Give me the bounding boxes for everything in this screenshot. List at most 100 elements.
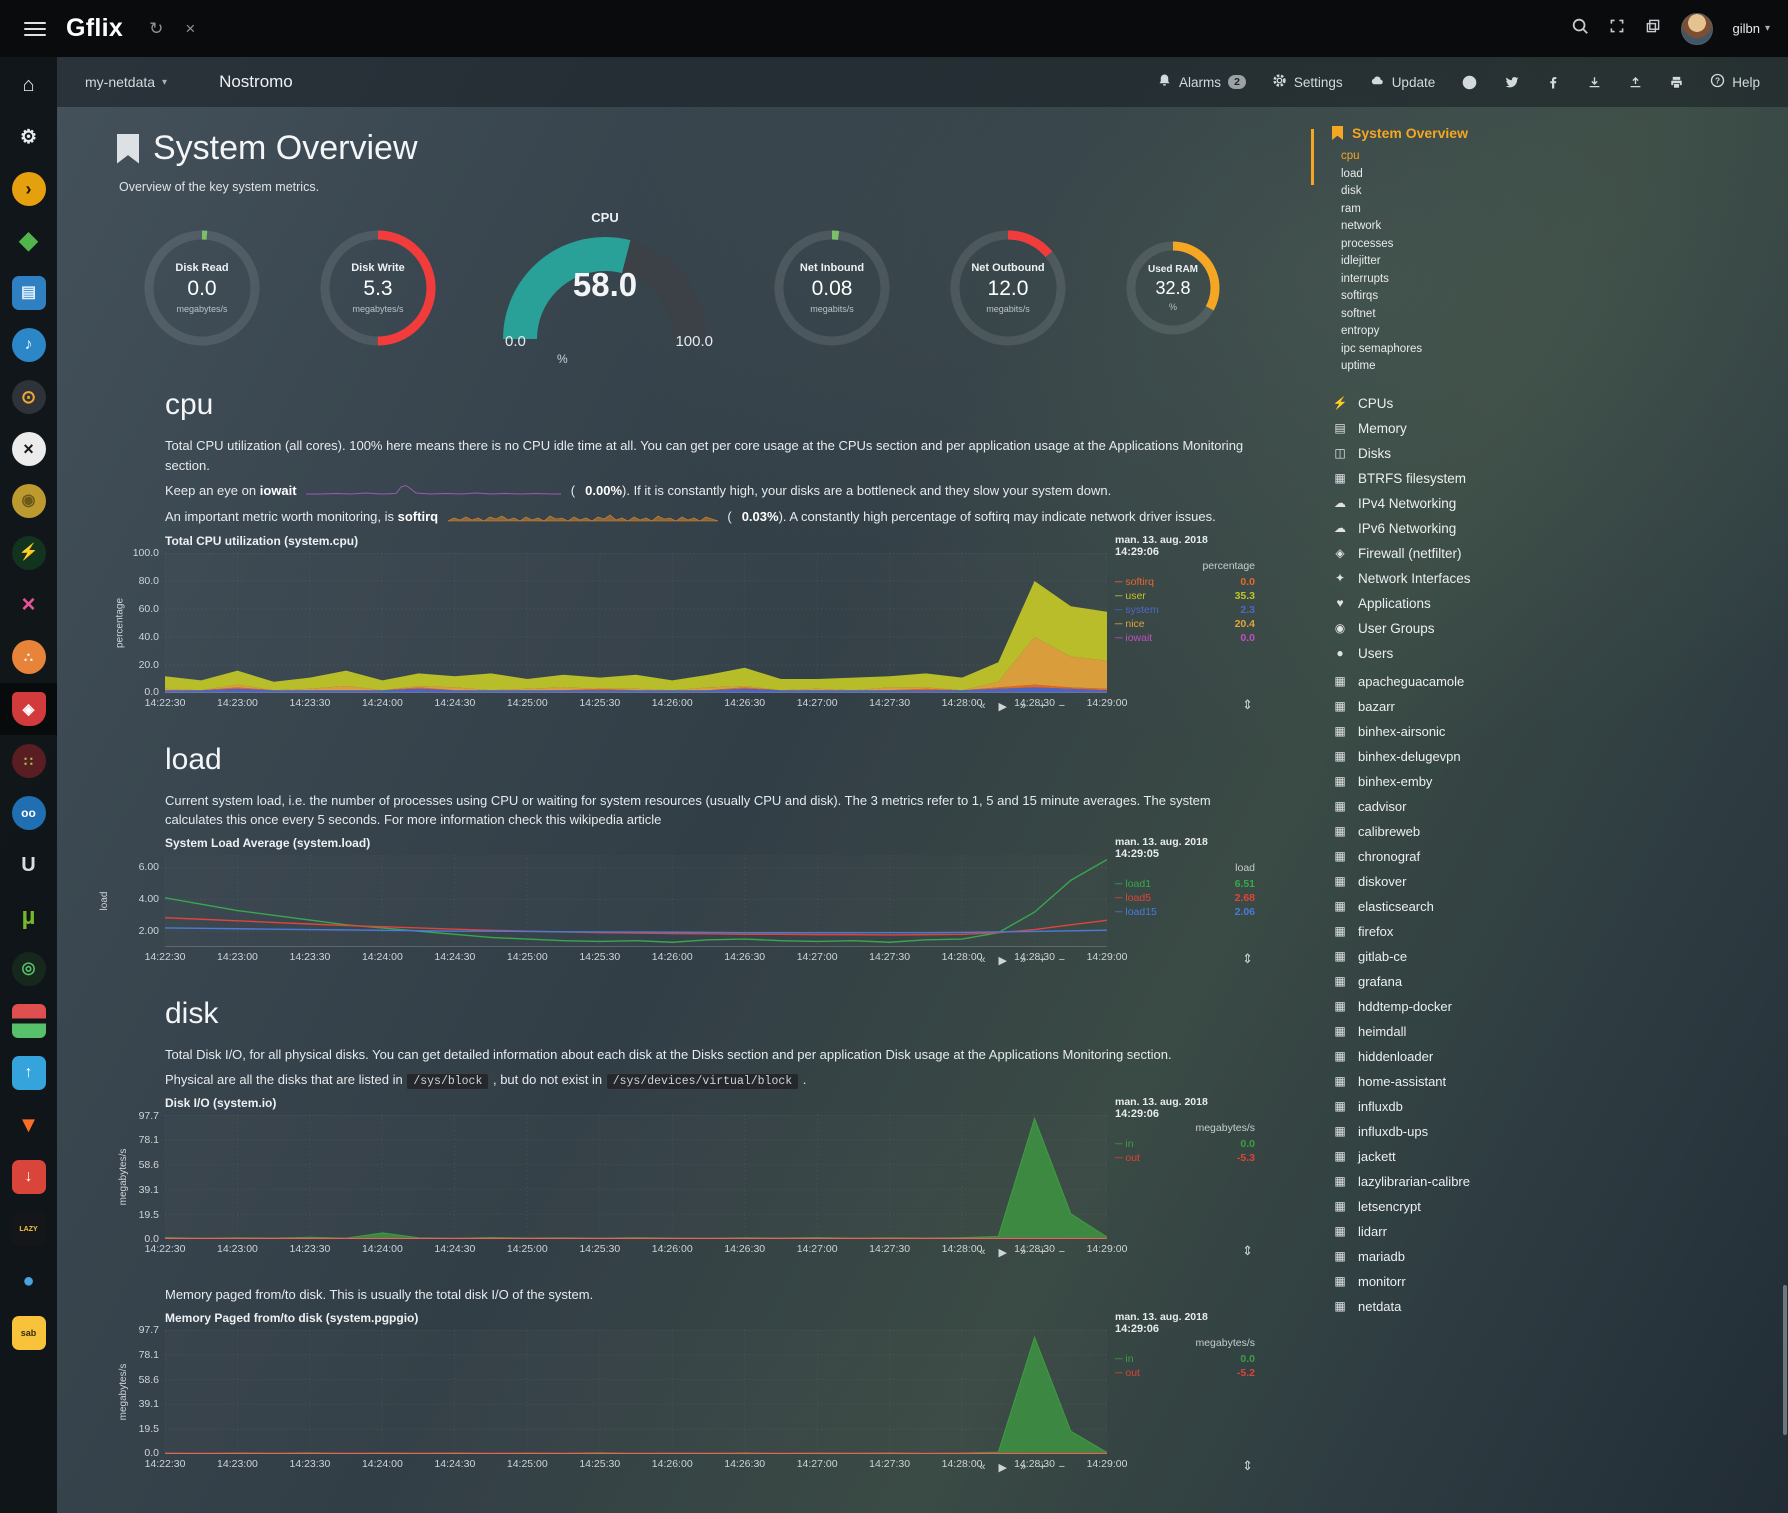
legend-item[interactable]: out-5.2 [1115, 1366, 1255, 1380]
zoom-in-icon[interactable]: + [1039, 699, 1046, 712]
sidebar-app-5[interactable]: ⊙ [0, 371, 57, 423]
sidebar-home[interactable]: ⌂ [0, 59, 57, 111]
menu-app-binhex-delugevpn[interactable]: ▦ binhex-delugevpn [1332, 744, 1788, 769]
menu-section-memory[interactable]: ▤ Memory [1332, 416, 1788, 441]
sidebar-app-10[interactable]: ∴ [0, 631, 57, 683]
menu-app-lidarr[interactable]: ▦ lidarr [1332, 1219, 1788, 1244]
sidebar-app-4[interactable]: ♪ [0, 319, 57, 371]
zoom-out-icon[interactable]: − [1058, 953, 1065, 966]
sidebar-app-23[interactable]: sab [0, 1307, 57, 1359]
avatar[interactable] [1680, 12, 1713, 45]
menu-app-chronograf[interactable]: ▦ chronograf [1332, 844, 1788, 869]
sidebar-app-15[interactable]: µ [0, 891, 57, 943]
menu-app-diskover[interactable]: ▦ diskover [1332, 869, 1788, 894]
play-icon[interactable]: ▶ [998, 1247, 1007, 1260]
menu-subitem-ipc-semaphores[interactable]: ipc semaphores [1341, 342, 1423, 355]
pan-left-icon[interactable]: « [979, 1460, 986, 1473]
resize-handle-icon[interactable]: ⇕ [1242, 1457, 1253, 1473]
menu-app-letsencrypt[interactable]: ▦ letsencrypt [1332, 1194, 1788, 1219]
used-ram-gauge[interactable]: Used RAM 32.8% [1125, 240, 1221, 336]
pan-right-icon[interactable]: » [1020, 699, 1027, 712]
menu-subitem-load[interactable]: load [1341, 167, 1363, 180]
disk-write-gauge[interactable]: Disk Write 5.3 megabytes/s [319, 229, 437, 347]
settings-button[interactable]: Settings [1272, 73, 1343, 91]
menu-section-btrfs-filesystem[interactable]: ▦ BTRFS filesystem [1332, 466, 1788, 491]
menu-subitem-uptime[interactable]: uptime [1341, 360, 1376, 372]
help-button[interactable]: ? Help [1710, 73, 1760, 91]
chart-plot[interactable]: 0.0 19.5 39.1 58.6 78.1 97.7 megabytes/s [118, 1110, 1107, 1245]
menu-app-bazarr[interactable]: ▦ bazarr [1332, 694, 1788, 719]
play-icon[interactable]: ▶ [998, 700, 1007, 713]
fullscreen-icon[interactable] [1609, 18, 1625, 39]
menu-app-gitlab-ce[interactable]: ▦ gitlab-ce [1332, 944, 1788, 969]
menu-section-firewall-netfilter-[interactable]: ◈ Firewall (netfilter) [1332, 541, 1788, 566]
tab-refresh-icon[interactable]: ↻ [149, 19, 164, 38]
sidebar-app-19[interactable]: ▼ [0, 1099, 57, 1151]
github-icon[interactable] [1461, 74, 1478, 91]
menu-subitem-entropy[interactable]: entropy [1341, 325, 1380, 337]
menu-subitem-disk[interactable]: disk [1341, 185, 1362, 197]
sidebar-app-2[interactable]: ◆ [0, 215, 57, 267]
sidebar-app-21[interactable]: LAZY [0, 1203, 57, 1255]
menu-section-disks[interactable]: ◫ Disks [1332, 441, 1788, 466]
pan-left-icon[interactable]: « [979, 1246, 986, 1259]
sidebar-app-11[interactable]: ◈ [0, 683, 57, 735]
user-menu[interactable]: gilbn ▾ [1733, 21, 1771, 36]
sidebar-app-3[interactable]: ▤ [0, 267, 57, 319]
sidebar-app-17[interactable] [0, 995, 57, 1047]
menu-app-grafana[interactable]: ▦ grafana [1332, 969, 1788, 994]
menu-section-cpus[interactable]: ⚡ CPUs [1332, 395, 1394, 411]
hostname[interactable]: Nostromo [219, 72, 293, 91]
menu-section-ipv4-networking[interactable]: ☁ IPv4 Networking [1334, 495, 1457, 511]
search-icon[interactable] [1571, 17, 1589, 40]
facebook-icon[interactable] [1546, 75, 1561, 90]
menu-app-influxdb[interactable]: ▦ influxdb [1332, 1094, 1788, 1119]
menu-app-lazylibrarian-calibre[interactable]: ▦ lazylibrarian-calibre [1332, 1169, 1788, 1194]
softirq-sparkline[interactable] [447, 508, 718, 528]
legend-item[interactable]: in0.0 [1115, 1352, 1255, 1366]
twitter-icon[interactable] [1504, 74, 1520, 90]
menu-app-calibreweb[interactable]: ▦ calibreweb [1332, 819, 1788, 844]
menu-app-hddtemp-docker[interactable]: ▦ hddtemp-docker [1332, 994, 1788, 1019]
menu-app-netdata[interactable]: ▦ netdata [1332, 1294, 1788, 1319]
sidebar-app-18[interactable]: ↑ [0, 1047, 57, 1099]
menu-app-jackett[interactable]: ▦ jackett [1332, 1144, 1788, 1169]
menu-app-binhex-emby[interactable]: ▦ binhex-emby [1332, 769, 1788, 794]
sidebar-app-1[interactable]: › [0, 163, 57, 215]
menu-subitem-idlejitter[interactable]: idlejitter [1341, 255, 1381, 267]
pan-right-icon[interactable]: » [1020, 953, 1027, 966]
net-outbound-gauge[interactable]: Net Outbound 12.0 megabits/s [949, 229, 1067, 347]
net-inbound-gauge[interactable]: Net Inbound 0.08 megabits/s [773, 229, 891, 347]
menu-section-user-groups[interactable]: ◉ User Groups [1332, 616, 1788, 641]
menu-app-apacheguacamole[interactable]: ▦ apacheguacamole [1332, 669, 1788, 694]
sidebar-app-7[interactable]: ◉ [0, 475, 57, 527]
chart-plot[interactable]: 0.0 20.0 40.0 60.0 80.0 100.0 percentage [115, 547, 1107, 698]
zoom-in-icon[interactable]: + [1039, 953, 1046, 966]
zoom-in-icon[interactable]: + [1039, 1460, 1046, 1473]
menu-section-users[interactable]: ● Users [1332, 641, 1788, 666]
menu-app-hiddenloader[interactable]: ▦ hiddenloader [1332, 1044, 1788, 1069]
menu-app-binhex-airsonic[interactable]: ▦ binhex-airsonic [1332, 719, 1788, 744]
menu-subitem-softirqs[interactable]: softirqs [1341, 290, 1379, 302]
menu-app-home-assistant[interactable]: ▦ home-assistant [1332, 1069, 1788, 1094]
resize-handle-icon[interactable]: ⇕ [1242, 950, 1253, 966]
pan-left-icon[interactable]: « [979, 699, 986, 712]
legend-item[interactable]: out-5.3 [1115, 1151, 1255, 1165]
sidebar-app-16[interactable]: ◎ [0, 943, 57, 995]
windows-icon[interactable] [1645, 18, 1661, 39]
sidebar-settings[interactable]: ⚙ [0, 111, 57, 163]
pan-right-icon[interactable]: » [1020, 1460, 1027, 1473]
sidebar-app-6[interactable]: × [0, 423, 57, 475]
zoom-in-icon[interactable]: + [1039, 1246, 1046, 1259]
chart-plot[interactable]: 0.0 19.5 39.1 58.6 78.1 97.7 megabytes/s [118, 1324, 1107, 1459]
menu-system-overview[interactable]: System Overview [1332, 125, 1788, 141]
server-dropdown[interactable]: my-netdata ▾ [85, 74, 167, 90]
menu-toggle-icon[interactable] [24, 21, 46, 36]
